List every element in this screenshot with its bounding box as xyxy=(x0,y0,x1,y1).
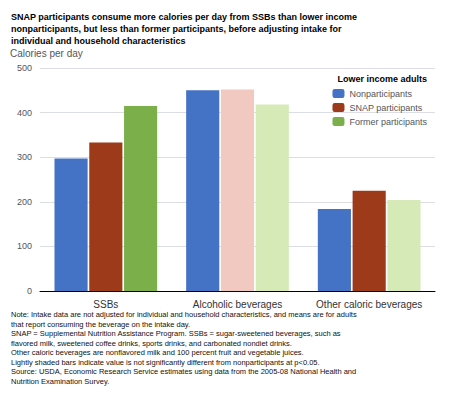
svg-text:SNAP participants consume more: SNAP participants consume more calories … xyxy=(11,12,357,22)
svg-text:flavored milk, sweetened coffe: flavored milk, sweetened coffee drinks, … xyxy=(11,339,292,348)
svg-text:Alcoholic beverages: Alcoholic beverages xyxy=(193,299,283,310)
svg-text:individual and household chara: individual and household characteristics xyxy=(11,36,186,46)
svg-text:Source: USDA, Economic Researc: Source: USDA, Economic Research Service … xyxy=(11,367,356,376)
svg-text:Former participants: Former participants xyxy=(349,117,427,127)
svg-text:0: 0 xyxy=(27,286,32,296)
svg-text:Nonparticipants: Nonparticipants xyxy=(349,89,412,99)
svg-text:400: 400 xyxy=(17,108,32,118)
svg-text:SNAP participants: SNAP participants xyxy=(349,103,422,113)
svg-text:Calories per day: Calories per day xyxy=(10,48,83,59)
svg-text:Nutrition Examination Survey.: Nutrition Examination Survey. xyxy=(11,377,109,386)
svg-text:100: 100 xyxy=(17,241,32,251)
svg-text:300: 300 xyxy=(17,152,32,162)
svg-text:Note: Intake data are not adju: Note: Intake data are not adjusted for i… xyxy=(11,310,357,319)
svg-text:Other caloric beverages are no: Other caloric beverages are nonflavored … xyxy=(11,348,304,357)
svg-text:SSBs: SSBs xyxy=(93,299,118,310)
svg-text:that report consuming the beve: that report consuming the beverage on th… xyxy=(11,320,190,329)
svg-text:SNAP = Supplemental Nutrition: SNAP = Supplemental Nutrition Assistance… xyxy=(11,329,341,338)
svg-text:200: 200 xyxy=(17,197,32,207)
svg-text:500: 500 xyxy=(17,63,32,73)
svg-text:Lightly shaded bars indicate v: Lightly shaded bars indicate value is no… xyxy=(11,358,320,367)
svg-text:Lower income adults: Lower income adults xyxy=(337,74,427,84)
svg-text:nonparticipants, but less than: nonparticipants, but less than former pa… xyxy=(11,24,342,34)
svg-text:Other caloric beverages: Other caloric beverages xyxy=(316,299,422,310)
